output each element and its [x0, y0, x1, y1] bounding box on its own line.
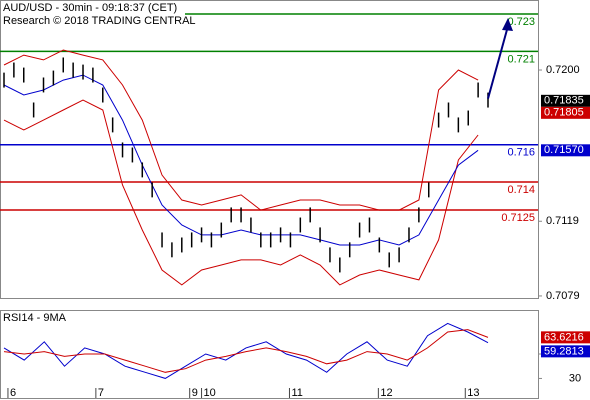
- level-label: 0.7125: [501, 212, 535, 224]
- chart-subtitle: Research © 2018 TRADING CENTRAL: [3, 15, 196, 27]
- level-label: 0.723: [507, 16, 535, 28]
- x-tick-label: 9: [192, 387, 198, 399]
- y-tick-label: 0.7200: [546, 64, 580, 76]
- price-label: 0.71570: [544, 144, 584, 156]
- price-label: 0.71805: [544, 107, 584, 119]
- x-tick-label: 11: [291, 387, 302, 399]
- band-line: [3, 49, 479, 211]
- level-label: 0.716: [507, 147, 535, 159]
- x-tick-label: 12: [380, 387, 392, 399]
- y-tick-label: 0.7079: [546, 290, 580, 302]
- x-tick-label: 13: [467, 387, 479, 399]
- price-label: 0.71835: [544, 95, 584, 107]
- x-tick-label: 6: [10, 387, 16, 399]
- rsi-label: 59.2813: [544, 345, 584, 357]
- rsi-label: 63.6216: [544, 331, 584, 343]
- rsi-label-box: [541, 331, 590, 344]
- price-label-box: [541, 144, 590, 157]
- price-label-box: [541, 106, 590, 119]
- rsi-line: [3, 322, 489, 379]
- rsi-line: [3, 329, 489, 373]
- x-tick-label: 10: [204, 387, 216, 399]
- price-label-box: [541, 94, 590, 107]
- rsi-tick-label: 30: [569, 372, 581, 384]
- chart-title: AUD/USD - 30min - 09:18:37 (CET): [3, 2, 177, 14]
- rsi-title: RSI14 - 9MA: [3, 312, 67, 324]
- rsi-label-box: [541, 345, 590, 358]
- band-line: [3, 99, 479, 286]
- x-tick-label: 7: [98, 387, 104, 399]
- forecast-arrowhead: [502, 18, 513, 32]
- level-label: 0.714: [507, 184, 535, 196]
- level-label: 0.721: [507, 53, 535, 65]
- price-panel: [0, 0, 539, 299]
- forecast-arrow: [487, 25, 509, 99]
- y-tick-label: 0.7119: [546, 215, 579, 227]
